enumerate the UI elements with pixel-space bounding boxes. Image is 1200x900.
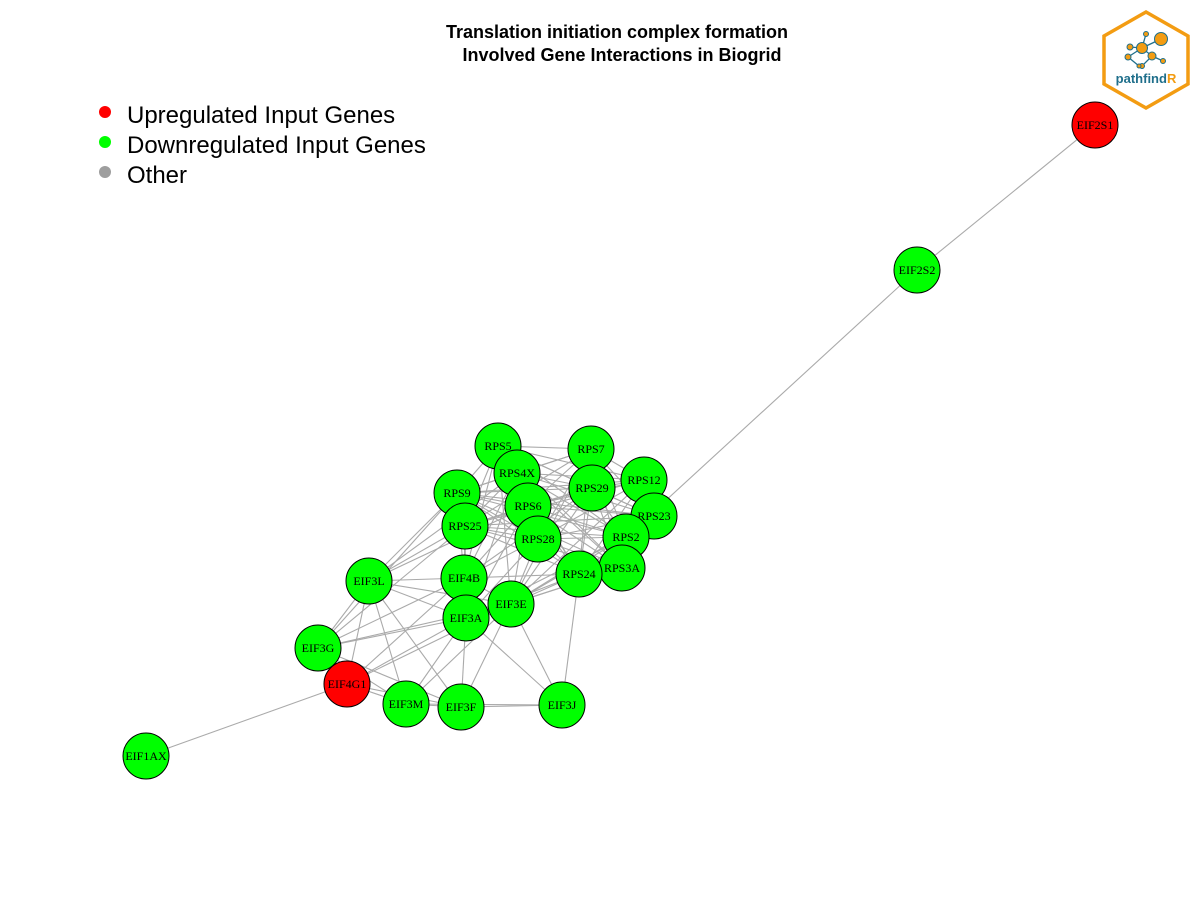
node-label-rps12: RPS12	[627, 473, 660, 487]
node-rps28[interactable]: RPS28	[514, 515, 562, 563]
node-rps12[interactable]: RPS12	[620, 456, 668, 504]
node-label-eif3l: EIF3L	[353, 574, 384, 588]
node-circle-eif3j[interactable]	[538, 681, 586, 729]
node-eif3g[interactable]: EIF3G	[294, 624, 342, 672]
node-label-eif3g: EIF3G	[302, 641, 335, 655]
legend-dot-upregulated	[99, 106, 111, 118]
legend-item-downregulated: Downregulated Input Genes	[99, 132, 426, 159]
node-rps7[interactable]: RPS7	[567, 425, 615, 473]
node-label-eif4g1: EIF4G1	[328, 677, 367, 691]
legend-label-downregulated: Downregulated Input Genes	[127, 132, 426, 159]
node-label-eif3e: EIF3E	[495, 597, 526, 611]
node-eif1ax[interactable]: EIF1AX	[122, 732, 170, 780]
node-eif3m[interactable]: EIF3M	[382, 680, 430, 728]
node-circle-eif3m[interactable]	[382, 680, 430, 728]
node-label-eif2s1: EIF2S1	[1077, 118, 1114, 132]
node-label-rps9: RPS9	[443, 486, 470, 500]
node-circle-eif2s1[interactable]	[1071, 101, 1119, 149]
node-label-eif3a: EIF3A	[450, 611, 483, 625]
node-label-eif1ax: EIF1AX	[125, 749, 167, 763]
node-label-rps5: RPS5	[484, 439, 511, 453]
node-circle-eif2s2[interactable]	[893, 246, 941, 294]
node-circle-eif3a[interactable]	[442, 594, 490, 642]
node-rps24[interactable]: RPS24	[555, 550, 603, 598]
node-eif3e[interactable]: EIF3E	[487, 580, 535, 628]
node-eif3j[interactable]: EIF3J	[538, 681, 586, 729]
node-label-eif4b: EIF4B	[448, 571, 480, 585]
node-rps29[interactable]: RPS29	[568, 464, 616, 512]
legend-item-upregulated: Upregulated Input Genes	[99, 102, 395, 129]
edge-eif3g-eif3f	[317, 647, 462, 708]
edge-eif3l-eif3f	[368, 580, 462, 708]
edge-rps9-rps23	[456, 492, 655, 517]
node-label-rps29: RPS29	[575, 481, 608, 495]
node-label-rps25: RPS25	[448, 519, 481, 533]
logo-text: pathfindR	[1116, 71, 1177, 86]
logo-hexagon	[1102, 9, 1190, 111]
edge-eif2s1-eif2s2	[916, 124, 1096, 271]
node-eif3l[interactable]: EIF3L	[345, 557, 393, 605]
node-label-rps28: RPS28	[521, 532, 554, 546]
edge-eif4b-eif3g	[317, 577, 465, 649]
node-label-rps6: RPS6	[514, 499, 541, 513]
node-circle-eif3g[interactable]	[294, 624, 342, 672]
node-circle-rps28[interactable]	[514, 515, 562, 563]
edge-eif1ax-eif4g1	[145, 683, 348, 757]
pathfindr-logo: pathfindR	[1102, 9, 1190, 111]
legend-dot-other	[99, 166, 111, 178]
logo-network-icon	[1124, 31, 1168, 69]
edge-rps12-eif3e	[510, 479, 645, 605]
node-eif2s1[interactable]: EIF2S1	[1071, 101, 1119, 149]
node-eif3f[interactable]: EIF3F	[437, 683, 485, 731]
node-eif4g1[interactable]: EIF4G1	[323, 660, 371, 708]
edge-eif2s2-rps2	[625, 269, 918, 538]
title-line-2: Involved Gene Interactions in Biogrid	[462, 45, 781, 65]
node-label-eif3f: EIF3F	[446, 700, 477, 714]
legend-label-upregulated: Upregulated Input Genes	[127, 102, 395, 129]
legend-label-other: Other	[127, 162, 187, 189]
edge-eif4b-eif4g1	[346, 577, 465, 685]
legend-item-other: Other	[99, 162, 187, 189]
node-label-rps7: RPS7	[577, 442, 604, 456]
node-circle-eif3e[interactable]	[487, 580, 535, 628]
edge-eif3e-eif3m	[405, 603, 512, 705]
node-rps25[interactable]: RPS25	[441, 502, 489, 550]
node-circle-eif3l[interactable]	[345, 557, 393, 605]
chart-title: Translation initiation complex formation…	[446, 22, 788, 65]
edge-rps6-eif3l	[368, 505, 529, 582]
edges-layer	[145, 124, 1096, 757]
node-rps3a[interactable]: RPS3A	[598, 544, 646, 592]
node-label-eif3m: EIF3M	[389, 697, 424, 711]
legend: Upregulated Input Genes Downregulated In…	[99, 102, 426, 189]
node-circle-rps24[interactable]	[555, 550, 603, 598]
node-circle-rps29[interactable]	[568, 464, 616, 512]
node-label-rps24: RPS24	[562, 567, 595, 581]
node-label-rps4x: RPS4X	[499, 466, 535, 480]
nodes-layer: EIF2S1 EIF2S2 RPS5 RPS7 RPS4X RPS12 RPS9 RPS29 R…	[122, 101, 1119, 780]
node-label-rps2: RPS2	[612, 530, 639, 544]
edge-eif3a-eif3g	[317, 617, 467, 649]
node-eif2s2[interactable]: EIF2S2	[893, 246, 941, 294]
node-circle-eif1ax[interactable]	[122, 732, 170, 780]
node-eif4b[interactable]: EIF4B	[440, 554, 488, 602]
title-line-1: Translation initiation complex formation	[446, 22, 788, 42]
node-circle-eif4g1[interactable]	[323, 660, 371, 708]
node-eif3a[interactable]: EIF3A	[442, 594, 490, 642]
node-label-eif3j: EIF3J	[548, 698, 577, 712]
node-circle-rps25[interactable]	[441, 502, 489, 550]
node-label-eif2s2: EIF2S2	[899, 263, 936, 277]
node-label-rps23: RPS23	[637, 509, 670, 523]
edge-eif3l-eif3e	[368, 580, 512, 605]
node-circle-eif3f[interactable]	[437, 683, 485, 731]
legend-dot-downregulated	[99, 136, 111, 148]
node-label-rps3a: RPS3A	[604, 561, 640, 575]
